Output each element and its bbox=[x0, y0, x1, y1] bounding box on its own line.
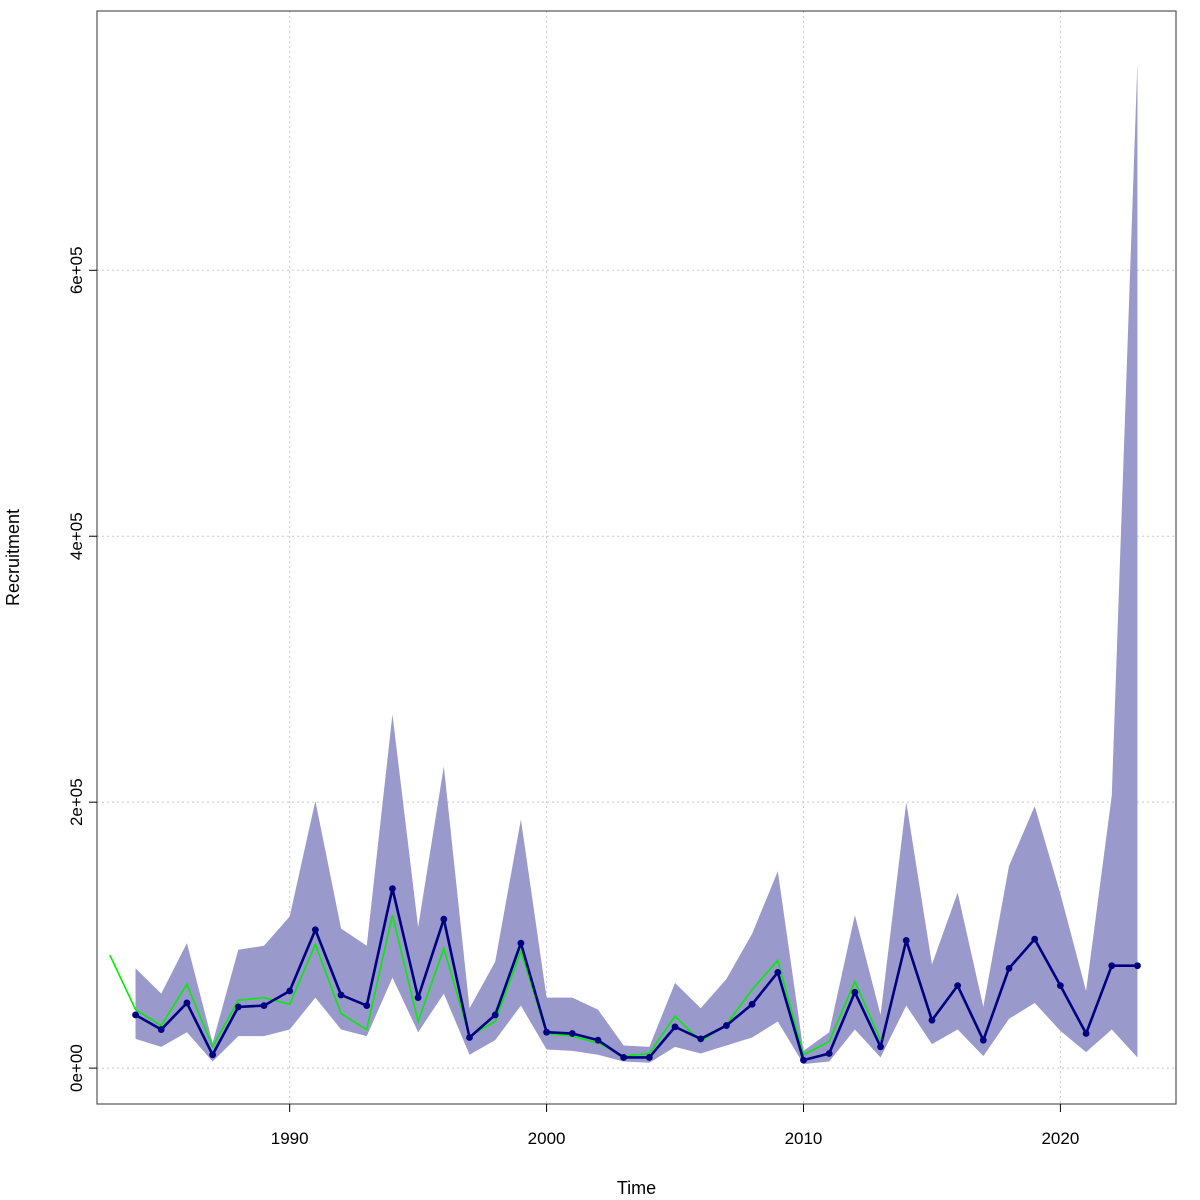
estimate-point bbox=[414, 994, 422, 1002]
estimate-point bbox=[1056, 982, 1064, 990]
x-tick-label: 2010 bbox=[785, 1129, 823, 1148]
estimate-point bbox=[132, 1011, 139, 1019]
x-axis-title: Time bbox=[617, 1178, 656, 1198]
estimate-series bbox=[132, 885, 1141, 1064]
estimate-point bbox=[311, 926, 319, 934]
estimate-point bbox=[954, 982, 962, 990]
estimate-point bbox=[748, 1000, 756, 1008]
estimate-point bbox=[363, 1002, 371, 1010]
estimate-point bbox=[157, 1026, 165, 1033]
estimate-point bbox=[260, 1002, 268, 1010]
estimate-point bbox=[979, 1036, 987, 1044]
y-tick-label: 6e+05 bbox=[67, 246, 86, 294]
estimate-point bbox=[517, 939, 525, 947]
estimate-point bbox=[1082, 1030, 1090, 1037]
estimate-point bbox=[466, 1034, 473, 1041]
estimate-point bbox=[825, 1050, 833, 1057]
comparison-line bbox=[109, 914, 882, 1057]
estimate-point bbox=[902, 937, 910, 944]
estimate-point bbox=[440, 915, 448, 923]
plot-frame bbox=[96, 10, 1177, 1105]
estimate-point bbox=[1031, 935, 1039, 943]
estimate-point bbox=[1108, 962, 1116, 970]
confidence-band bbox=[135, 61, 1138, 1065]
estimate-point bbox=[928, 1016, 936, 1024]
estimate-point bbox=[645, 1054, 653, 1061]
estimate-point bbox=[543, 1028, 550, 1036]
y-tick-label: 0e+00 bbox=[67, 1044, 86, 1092]
y-axis-title: Recruitment bbox=[3, 509, 23, 606]
estimate-point bbox=[389, 885, 396, 892]
estimate-point bbox=[209, 1051, 217, 1059]
y-axis: 0e+00 2e+05 4e+05 6e+05 bbox=[67, 246, 97, 1092]
estimate-point bbox=[286, 987, 294, 995]
x-tick-label: 1990 bbox=[271, 1129, 309, 1148]
estimate-point bbox=[491, 1011, 499, 1019]
y-tick-label: 4e+05 bbox=[67, 512, 86, 560]
estimate-point bbox=[697, 1035, 705, 1043]
estimate-point bbox=[774, 968, 782, 976]
x-tick-label: 2020 bbox=[1041, 1129, 1079, 1148]
estimate-point bbox=[1005, 964, 1013, 972]
x-tick-label: 2000 bbox=[528, 1129, 566, 1148]
estimate-point bbox=[723, 1022, 730, 1029]
estimate-point bbox=[671, 1023, 679, 1031]
estimate-point bbox=[568, 1030, 576, 1037]
estimate-point bbox=[620, 1054, 628, 1061]
estimate-line bbox=[134, 887, 1138, 1062]
y-tick-label: 2e+05 bbox=[67, 778, 86, 826]
estimate-point bbox=[594, 1036, 602, 1044]
estimate-point bbox=[877, 1043, 884, 1051]
x-axis: 1990 2000 2010 2020 bbox=[271, 1104, 1079, 1148]
comparison-series bbox=[109, 914, 882, 1057]
estimate-point bbox=[234, 1003, 242, 1011]
confidence-band-area bbox=[135, 61, 1138, 1065]
estimate-point bbox=[337, 991, 345, 999]
estimate-point bbox=[851, 988, 859, 996]
estimate-point bbox=[800, 1056, 807, 1064]
estimate-point bbox=[183, 999, 191, 1007]
estimate-point bbox=[1134, 962, 1141, 970]
